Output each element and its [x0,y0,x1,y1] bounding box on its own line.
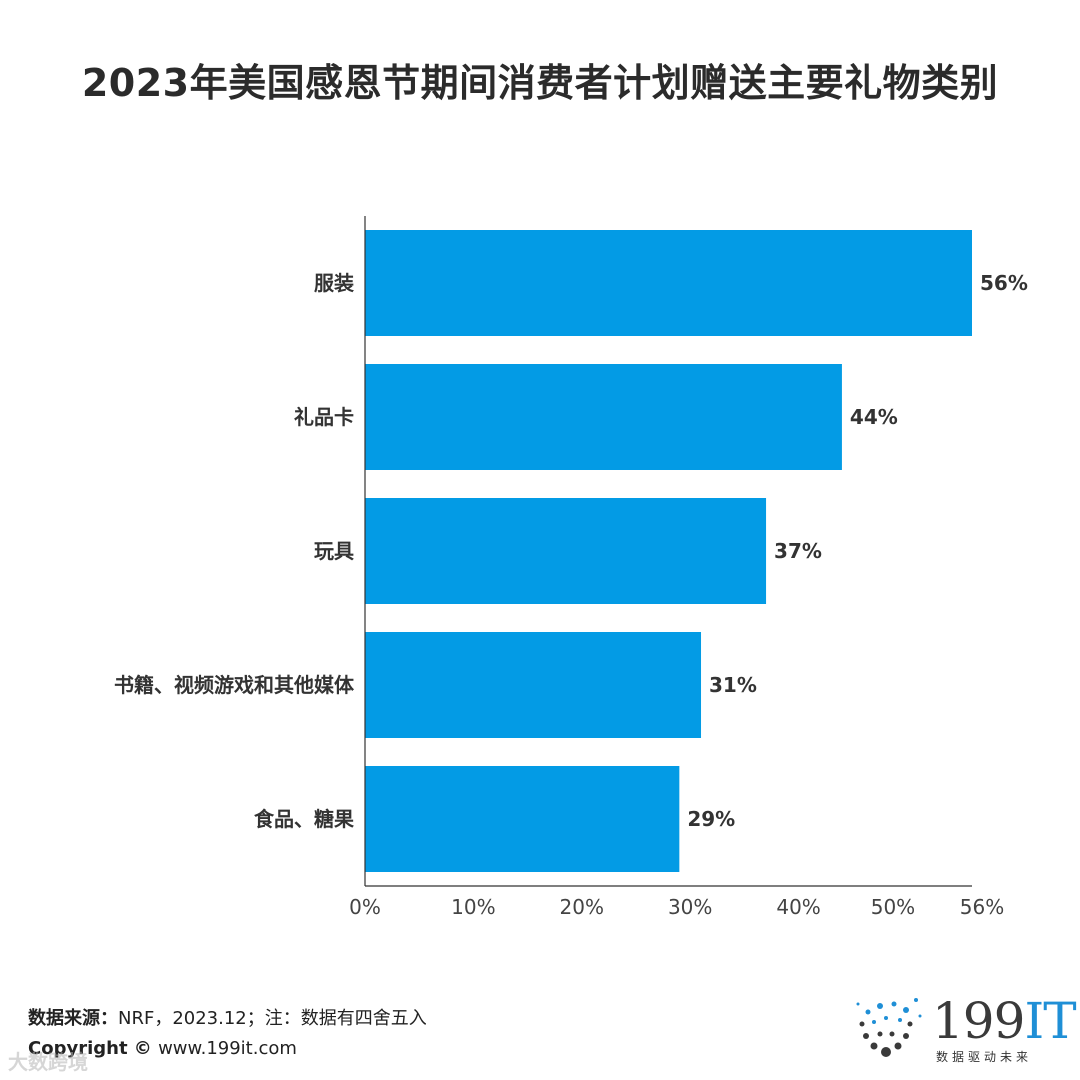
copyright: Copyright © www.199it.com [28,1038,297,1059]
copyright-label: Copyright © [28,1038,159,1059]
x-tick-label: 0% [349,895,381,919]
source-label: 数据来源： [28,1008,118,1029]
category-label: 食品、糖果 [254,807,354,831]
x-tick-label: 50% [871,895,915,919]
value-label: 37% [774,539,822,563]
bar [365,498,767,604]
x-tick-label: 20% [560,895,604,919]
source-text: NRF，2023.12；注：数据有四舍五入 [118,1008,427,1029]
chart-title: 2023年美国感恩节期间消费者计划赠送主要礼物类别 [81,61,999,105]
bar [365,364,842,470]
x-tick-label: 10% [451,895,495,919]
bar [365,766,680,872]
category-label: 礼品卡 [294,405,354,429]
copyright-url: www.199it.com [158,1038,297,1059]
logo-wordmark: 199IT [932,992,1077,1050]
value-label: 56% [980,271,1028,295]
category-label: 服装 [314,271,354,295]
x-tick-label: 56% [960,895,1004,919]
bar [365,632,702,738]
value-label: 29% [687,807,735,831]
logo-tagline: 数据驱动未来 [936,1050,1033,1064]
logo-dots-icon [856,998,922,1057]
category-label: 书籍、视频游戏和其他媒体 [114,673,355,697]
value-label: 44% [850,405,898,429]
value-label: 31% [709,673,757,697]
x-tick-label: 30% [668,895,712,919]
watermark: 大数跨境 [8,1050,88,1074]
category-label: 玩具 [314,539,354,563]
data-source: 数据来源：NRF，2023.12；注：数据有四舍五入 [28,1004,427,1030]
brand-logo: 199IT 数据驱动未来 [846,990,1077,1070]
bar [365,230,972,336]
x-tick-label: 40% [776,895,820,919]
